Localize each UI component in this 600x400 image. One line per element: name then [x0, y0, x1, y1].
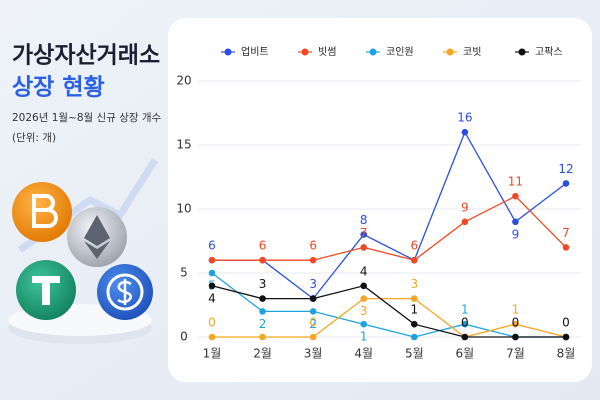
- legend-label: 빗썸: [318, 46, 336, 58]
- data-label: 12: [558, 162, 573, 176]
- data-point: [360, 295, 368, 302]
- x-tick-label: 6월: [456, 347, 475, 361]
- x-tick-label: 5월: [405, 347, 424, 361]
- data-point: [360, 244, 368, 251]
- data-point: [461, 128, 469, 136]
- legend-label: 업비트: [241, 45, 269, 58]
- x-tick-label: 1월: [203, 347, 222, 361]
- data-label: 7: [360, 226, 368, 240]
- legend-label: 코빗: [463, 46, 481, 58]
- data-label: 2: [309, 317, 317, 331]
- chart-card: [168, 18, 592, 382]
- data-label: 11: [508, 175, 523, 189]
- legend-marker: [301, 48, 309, 56]
- data-point: [309, 295, 317, 302]
- data-point: [410, 333, 418, 341]
- data-label: 0: [512, 316, 520, 330]
- data-point: [309, 308, 317, 315]
- data-label: 9: [512, 227, 520, 241]
- data-label: 2: [259, 317, 267, 331]
- illustration: [8, 158, 158, 344]
- data-label: 6: [259, 239, 267, 253]
- data-point: [461, 333, 469, 341]
- series-line: [211, 272, 566, 338]
- data-point: [512, 333, 519, 341]
- x-tick-label: 7월: [506, 347, 525, 361]
- data-label: 7: [562, 226, 570, 240]
- data-label: 3: [360, 304, 368, 318]
- data-point: [461, 320, 469, 328]
- data-label: 8: [360, 213, 368, 227]
- data-point: [512, 192, 519, 200]
- data-label: 0: [309, 316, 317, 330]
- subtitle: 2026년 1월~8월 신규 상장 개수: [12, 112, 162, 124]
- x-tick-label: 2월: [253, 347, 272, 361]
- data-point: [410, 256, 418, 264]
- unit-note: (단위: 개): [12, 131, 56, 144]
- legend-marker: [369, 48, 377, 56]
- y-tick-label: 15: [176, 138, 191, 152]
- data-point: [259, 295, 266, 302]
- data-point: [309, 333, 317, 341]
- series-line: [212, 130, 567, 300]
- data-label: 1: [512, 303, 520, 317]
- series-line: [211, 285, 566, 338]
- data-label: 6: [309, 239, 317, 253]
- data-point: [259, 333, 266, 341]
- data-point: [360, 231, 368, 238]
- data-label: 0: [208, 316, 216, 330]
- data-label: 3: [410, 277, 418, 291]
- title: 가상자산거래소: [12, 43, 160, 69]
- data-label: 3: [309, 277, 317, 291]
- data-point: [512, 320, 519, 328]
- data-label: 1: [410, 303, 418, 317]
- data-point: [360, 320, 368, 328]
- data-label: 9: [461, 200, 469, 214]
- data-point: [259, 256, 266, 264]
- x-tick-label: 8월: [557, 347, 576, 361]
- legend-marker: [224, 48, 232, 56]
- y-tick-label: 10: [176, 202, 191, 216]
- x-tick-label: 3월: [304, 347, 323, 361]
- data-point: [562, 180, 570, 187]
- data-point: [259, 308, 266, 315]
- data-label: 0: [562, 316, 570, 330]
- x-tick-label: 4월: [354, 347, 373, 361]
- data-point: [208, 282, 216, 290]
- y-tick-label: 0: [180, 330, 188, 344]
- data-label: 4: [208, 291, 216, 305]
- series-line: [212, 195, 567, 261]
- legend-marker: [446, 48, 454, 56]
- data-label: 16: [457, 111, 472, 125]
- y-tick-label: 5: [180, 266, 188, 280]
- data-point: [461, 218, 469, 226]
- data-label: 1: [360, 330, 368, 344]
- title-highlight: 상장 현황: [12, 75, 105, 101]
- data-point: [512, 218, 519, 226]
- data-point: [208, 333, 216, 341]
- data-point: [309, 256, 317, 264]
- data-label: 0: [461, 316, 469, 330]
- data-point: [410, 320, 418, 328]
- data-point: [562, 333, 570, 341]
- data-label: 6: [208, 239, 216, 253]
- data-label: 6: [410, 239, 418, 253]
- data-point: [208, 256, 216, 264]
- data-label: 4: [360, 264, 368, 278]
- data-point: [208, 269, 216, 277]
- y-tick-label: 20: [176, 74, 191, 88]
- series-line: [212, 297, 567, 338]
- legend-marker: [518, 48, 526, 56]
- data-point: [360, 282, 368, 290]
- data-point: [410, 295, 418, 302]
- data-label: 1: [461, 303, 469, 317]
- data-point: [562, 244, 570, 251]
- legend-label: 코인원: [386, 46, 414, 58]
- legend-label: 고팍스: [535, 46, 563, 58]
- data-label: 3: [259, 277, 267, 291]
